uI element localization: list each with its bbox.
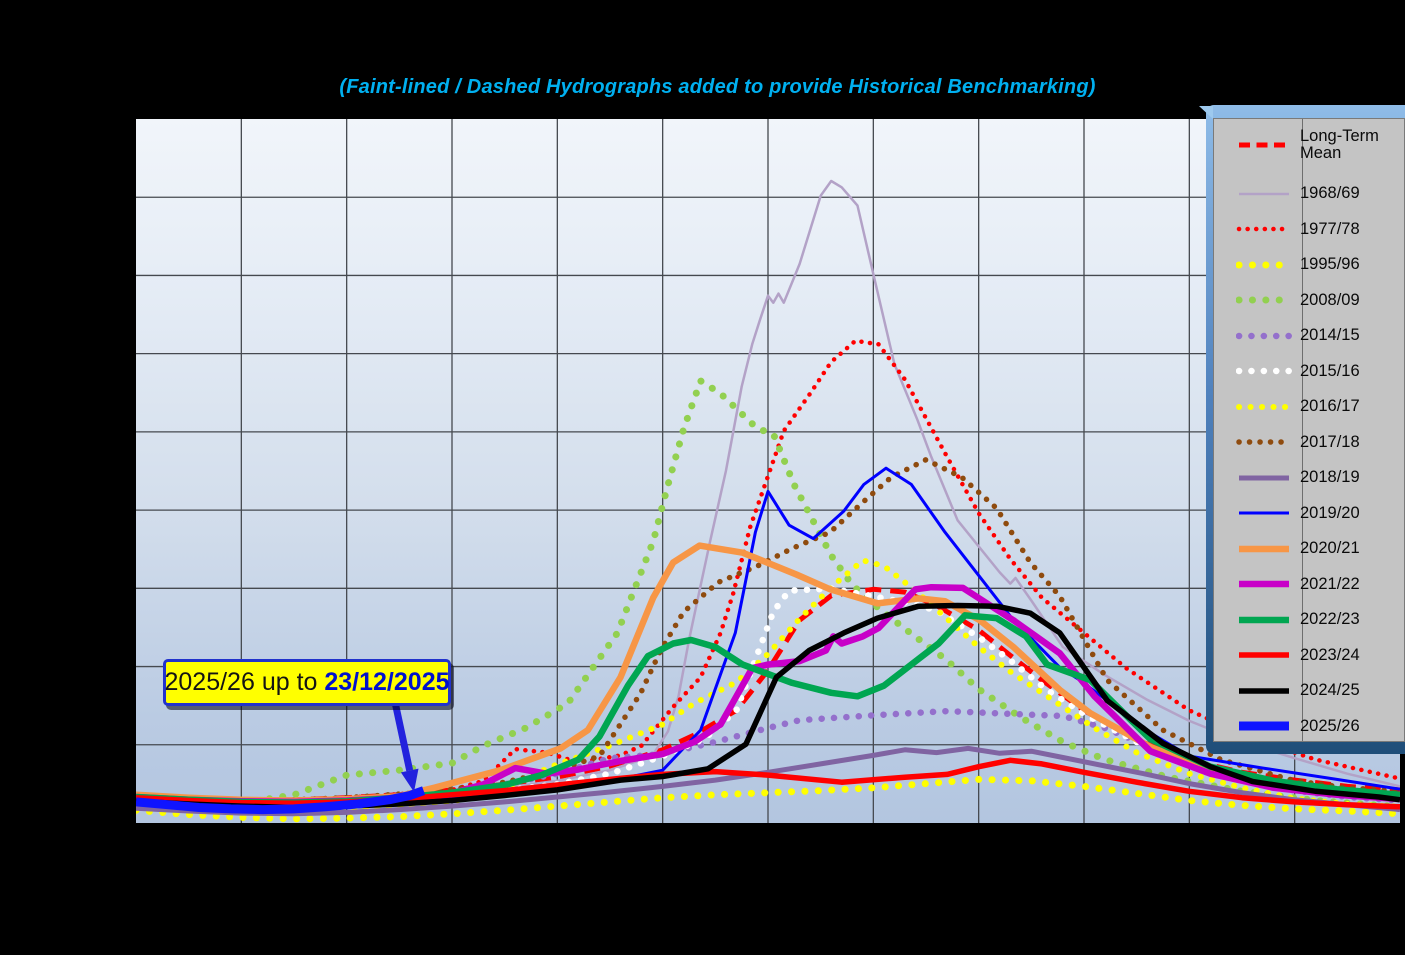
legend-item-ltm: Long-Term Mean <box>1214 123 1404 167</box>
legend-label: 2023/24 <box>1300 645 1360 664</box>
legend-label: 2014/15 <box>1300 326 1360 345</box>
legend-item-y2015: 2015/16 <box>1214 361 1404 380</box>
chart-legend: Long-Term Mean 1968/69 1977/78 1995/96 2008/… <box>1213 118 1405 742</box>
legend-item-y2023: 2023/24 <box>1214 645 1404 664</box>
legend-item-y1995: 1995/96 <box>1214 255 1404 274</box>
legend-item-y1968: 1968/69 <box>1214 184 1404 203</box>
legend-marker-icon <box>1236 261 1292 269</box>
legend-item-y2019: 2019/20 <box>1214 503 1404 522</box>
legend-item-y2014: 2014/15 <box>1214 326 1404 345</box>
legend-item-y2018: 2018/19 <box>1214 468 1404 487</box>
legend-label: 1977/78 <box>1300 219 1360 238</box>
legend-marker-icon <box>1239 142 1289 148</box>
legend-item-y2021: 2021/22 <box>1214 574 1404 593</box>
legend-marker-icon <box>1236 403 1292 410</box>
legend-item-y2016: 2016/17 <box>1214 397 1404 416</box>
legend-marker-icon <box>1239 511 1289 515</box>
series-layer <box>136 179 1400 823</box>
series-y1977 <box>136 338 1400 804</box>
legend-marker-icon <box>1239 721 1289 731</box>
legend-marker-icon <box>1239 652 1289 659</box>
legend-marker-icon <box>1239 581 1289 588</box>
annotation-text: 2025/26 up to <box>164 668 325 696</box>
series-y1995 <box>136 775 1400 823</box>
series-y2025 <box>136 786 426 815</box>
legend-label: 2022/23 <box>1300 610 1360 629</box>
legend-item-y2022: 2022/23 <box>1214 610 1404 629</box>
legend-label: 2018/19 <box>1300 468 1360 487</box>
legend-label: 1995/96 <box>1300 255 1360 274</box>
legend-label: 2008/09 <box>1300 290 1360 309</box>
legend-item-y1977: 1977/78 <box>1214 219 1404 238</box>
legend-marker-icon <box>1239 616 1289 624</box>
legend-marker-icon <box>1239 545 1289 553</box>
legend-marker-icon <box>1236 332 1292 340</box>
legend-item-y2025: 2025/26 <box>1214 716 1404 735</box>
legend-label: 2025/26 <box>1300 716 1360 735</box>
legend-label: 2019/20 <box>1300 503 1360 522</box>
legend-label: Long-Term Mean <box>1300 126 1379 162</box>
legend-marker-icon <box>1236 368 1292 375</box>
legend-label: 2015/16 <box>1300 361 1360 380</box>
annotation-date: 23/12/2025 <box>324 668 450 696</box>
legend-marker-icon <box>1239 192 1289 196</box>
legend-gridline <box>1302 119 1303 741</box>
legend-label: 2024/25 <box>1300 681 1360 700</box>
series-y2018 <box>136 745 1400 817</box>
legend-label: 2020/21 <box>1300 539 1360 558</box>
series-y2008 <box>136 377 1400 811</box>
legend-marker-icon <box>1236 296 1292 304</box>
legend-marker-icon <box>1239 475 1289 481</box>
annotation-callout: 2025/26 up to 23/12/2025 <box>163 659 451 706</box>
legend-label: 2017/18 <box>1300 432 1360 451</box>
legend-marker-icon <box>1236 227 1292 232</box>
legend-item-y2024: 2024/25 <box>1214 681 1404 700</box>
legend-label: 1968/69 <box>1300 184 1360 203</box>
chart-subtitle: (Faint-lined / Dashed Hydrographs added … <box>339 76 1096 98</box>
legend-label: 2016/17 <box>1300 397 1360 416</box>
legend-backing-tip-icon <box>1199 106 1213 119</box>
legend-item-y2020: 2020/21 <box>1214 539 1404 558</box>
series-y2016 <box>136 557 1400 814</box>
legend-marker-icon <box>1239 688 1289 694</box>
legend-label: 2021/22 <box>1300 574 1360 593</box>
legend-marker-icon <box>1236 439 1292 446</box>
legend-item-y2017: 2017/18 <box>1214 432 1404 451</box>
legend-item-y2008: 2008/09 <box>1214 290 1404 309</box>
